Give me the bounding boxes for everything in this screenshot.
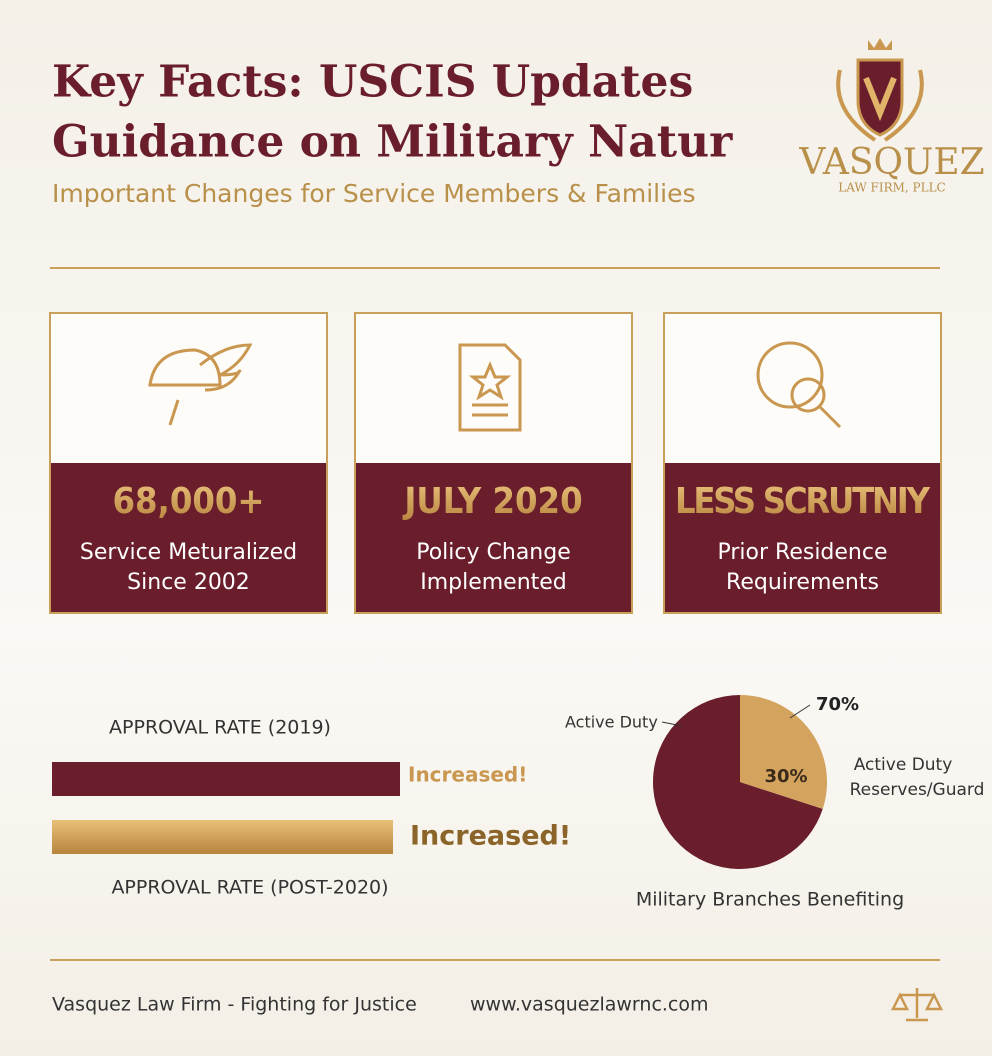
logo-tagline: LAW FIRM, PLLC xyxy=(838,181,946,195)
bar-section xyxy=(52,762,400,854)
card-text: Policy Change xyxy=(416,540,571,565)
title: Guidance on Military Natur xyxy=(52,117,733,168)
footer-url: www.vasquezlawrnc.com xyxy=(470,994,709,1016)
card-text: Since 2002 xyxy=(127,570,250,595)
pie-slice xyxy=(740,695,827,809)
slice-label: Active Duty xyxy=(565,713,658,732)
bar xyxy=(52,762,400,796)
cards: 68,000+ Service Meturalized Since 2002 JULY… xyxy=(49,312,942,614)
title: Key Facts: USCIS Updates xyxy=(52,57,693,108)
side-label: Active Duty xyxy=(854,755,953,775)
subtitle: Important Changes for Service Members & … xyxy=(52,179,695,208)
card-text: Prior Residence xyxy=(717,540,887,565)
bar-label: APPROVAL RATE (2019) xyxy=(109,717,331,739)
footer-text: Vasquez Law Firm - Fighting for Justice xyxy=(52,994,417,1016)
scales-icon xyxy=(890,988,944,1022)
card-band xyxy=(356,463,631,612)
bar xyxy=(52,820,393,854)
chart-title: Military Branches Benefiting xyxy=(636,889,904,911)
bar-label: APPROVAL RATE (POST-2020) xyxy=(111,877,388,899)
icons xyxy=(148,341,842,432)
pie-chart: Active Duty 70% 30% Active Duty Reserves/Gua… xyxy=(565,694,984,911)
bar-note: Increased! xyxy=(410,821,571,852)
slice-label: Reserves/Guard xyxy=(850,780,985,800)
logo xyxy=(836,38,924,142)
card-stat: LESS SCRUTNIY xyxy=(675,481,931,522)
card-stat: 68,000+ xyxy=(112,481,264,522)
value-label: 30% xyxy=(764,766,807,787)
logo-name: VASQUEZ xyxy=(798,142,984,183)
bar-note: Increased! xyxy=(408,763,527,787)
card-text: Implemented xyxy=(420,570,567,595)
leader-line xyxy=(789,704,811,719)
card-band xyxy=(665,463,940,612)
leader-line xyxy=(661,721,683,727)
value-label: 70% xyxy=(816,694,859,715)
card-text: Requirements xyxy=(726,570,879,595)
card-stat: JULY 2020 xyxy=(402,481,582,522)
card-band xyxy=(51,463,326,612)
pie-slice xyxy=(653,695,823,869)
card-text: Service Meturalized xyxy=(80,540,297,565)
